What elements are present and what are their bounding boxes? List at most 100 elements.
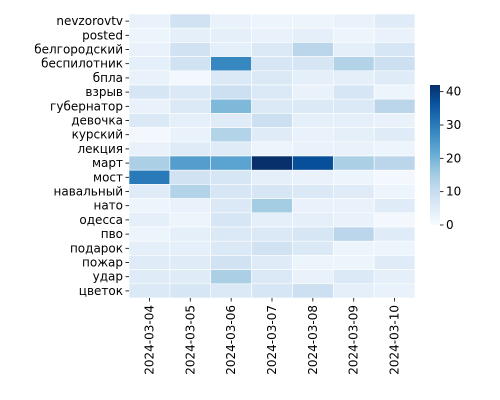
heatmap-cell [210,198,252,214]
heatmap-cell [251,27,293,43]
y-tick-label: навальный [54,185,124,199]
x-tick-label: 2024-03-05 [183,305,197,375]
y-tick-label: удар [93,270,123,284]
y-tick-label: мост [93,170,123,184]
heatmap-cell [128,127,171,143]
heatmap-cell [292,255,334,270]
heatmap-cell [332,98,375,114]
heatmap-cell [332,127,375,143]
heatmap-cell [292,84,334,100]
heatmap-cell [292,240,334,256]
heatmap-cell [292,155,334,171]
y-tick-label: цветок [79,284,123,298]
heatmap-cell [210,84,252,100]
heatmap-cell [251,155,293,171]
heatmap-cell [169,70,212,86]
y-tick-label: март [92,156,123,170]
heatmap-cell [169,13,212,29]
heatmap-cell [373,84,416,100]
heatmap-cell [251,240,293,256]
y-tick-label: курский [72,128,123,142]
y-axis: nevzorovtvpostedбелгородскийбеспилотникб… [34,14,129,298]
heatmap-cell [169,98,212,114]
heatmap-cell [292,27,334,43]
heatmap-cell [251,13,293,29]
heatmap-cell [169,269,212,285]
heatmap-cell [292,56,334,72]
x-tick-label: 2024-03-09 [347,305,361,375]
heatmap-cell [169,84,212,100]
heatmap-cell [210,240,252,256]
heatmap-cell [210,269,252,285]
heatmap-cell [332,283,375,299]
y-tick-label: белгородский [34,43,123,57]
heatmap-cell [332,240,375,256]
heatmap-cell [292,184,334,199]
heatmap-cell [373,169,416,185]
heatmap-cell [332,255,375,270]
heatmap-cell [210,169,252,185]
heatmap-cell [292,269,334,285]
heatmap-cell [373,283,416,299]
heatmap-cell [332,27,375,43]
heatmap-cell [128,113,171,128]
y-tick-label: одесса [79,213,123,227]
heatmap-cell [373,42,416,57]
heatmap-cell [373,13,416,29]
heatmap-cell [251,98,293,114]
colorbar-gradient [430,85,440,225]
heatmap-cell [169,155,212,171]
heatmap-cell [373,184,416,199]
heatmap-cell [169,198,212,214]
heatmap-cell [128,141,171,157]
heatmap-cell [292,42,334,57]
heatmap-cell [251,198,293,214]
heatmap-cell [373,198,416,214]
heatmap-cell [128,84,171,100]
heatmap-cell [373,27,416,43]
heatmap-cell [128,283,171,299]
colorbar-tick-label: 10 [446,185,461,199]
heatmap-cell [128,98,171,114]
heatmap-cell [251,212,293,228]
heatmap-cell [332,198,375,214]
heatmap-cell [373,155,416,171]
heatmap-cell [210,70,252,86]
heatmap-cell [251,226,293,242]
heatmap-cell [292,169,334,185]
heatmap-cell [210,127,252,143]
heatmap-cell [373,269,416,285]
heatmap-cell [332,184,375,199]
heatmap-cell [292,113,334,128]
y-tick-label: нато [93,199,123,213]
heatmap-cell [210,155,252,171]
x-tick-label: 2024-03-06 [224,305,238,375]
y-tick-label: nevzorovtv [56,14,123,28]
heatmap-cell [373,113,416,128]
heatmap-cell [210,27,252,43]
heatmap-cell [332,169,375,185]
heatmap-cell [292,226,334,242]
heatmap-cell [373,70,416,86]
colorbar-tick-label: 30 [446,118,461,132]
heatmap-cell [128,169,171,185]
heatmap-cell [128,240,171,256]
heatmap-cell [210,141,252,157]
heatmap-cell [128,255,171,270]
heatmap-cell [292,127,334,143]
colorbar: 0 10 20 30 40 [430,85,461,232]
heatmap-cell [251,169,293,185]
heatmap-cell [169,113,212,128]
heatmap-cell [128,56,171,72]
heatmap-cell [128,42,171,57]
x-tick-label: 2024-03-10 [388,305,402,375]
y-tick-label: взрыв [85,85,123,99]
heatmap-cell [251,70,293,86]
heatmap-cell [210,226,252,242]
heatmap-cell [169,127,212,143]
heatmap-cell [251,184,293,199]
heatmap-cell [210,42,252,57]
heatmap-cell [128,13,171,29]
heatmap-cell [210,255,252,270]
